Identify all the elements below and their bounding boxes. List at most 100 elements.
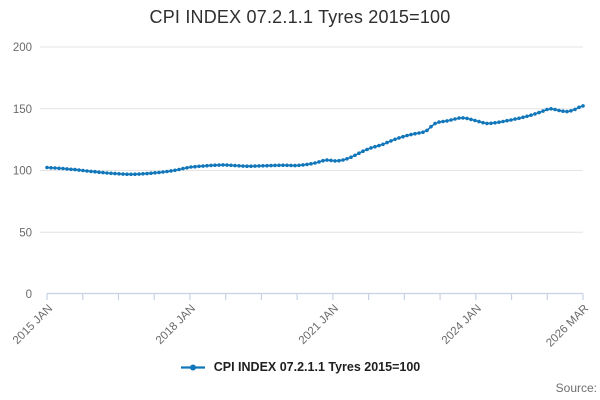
data-point xyxy=(553,107,557,112)
data-point xyxy=(541,109,545,113)
data-point xyxy=(417,131,421,135)
data-point xyxy=(561,109,565,113)
data-point xyxy=(221,163,225,167)
data-point xyxy=(581,104,585,108)
data-point xyxy=(325,158,329,162)
data-point xyxy=(389,139,393,143)
data-point xyxy=(397,136,401,140)
data-point xyxy=(341,158,345,162)
data-point xyxy=(201,164,205,168)
data-point xyxy=(273,163,277,168)
data-point xyxy=(173,168,177,173)
data-point xyxy=(461,116,465,120)
data-point xyxy=(57,166,61,171)
data-point xyxy=(225,163,229,167)
x-tick-label: 2024 JAN xyxy=(440,303,484,347)
x-tick-label: 2021 JAN xyxy=(297,303,341,347)
data-point xyxy=(133,172,137,176)
data-point xyxy=(245,164,249,168)
data-point xyxy=(45,165,49,170)
data-point xyxy=(401,134,405,139)
data-point xyxy=(237,164,241,168)
data-point xyxy=(213,163,217,167)
data-point xyxy=(145,171,149,176)
data-point xyxy=(513,117,517,121)
data-point xyxy=(101,170,105,175)
data-point xyxy=(105,171,109,175)
data-point xyxy=(305,162,309,167)
data-point xyxy=(117,172,121,176)
data-point xyxy=(77,168,81,172)
data-point xyxy=(209,163,213,168)
data-point xyxy=(81,168,85,173)
data-point xyxy=(149,171,153,175)
data-point xyxy=(413,131,417,136)
data-point xyxy=(113,171,117,176)
data-point xyxy=(185,166,189,170)
x-tick-label: 2026 MAR xyxy=(544,303,591,350)
data-point xyxy=(377,143,381,148)
data-point xyxy=(181,166,185,171)
data-point xyxy=(449,118,453,122)
data-point xyxy=(493,121,497,125)
data-point xyxy=(557,108,561,113)
data-point xyxy=(409,132,413,137)
legend-label: CPI INDEX 07.2.1.1 Tyres 2015=100 xyxy=(213,360,421,374)
data-point xyxy=(509,118,513,122)
data-point xyxy=(465,116,469,121)
data-point xyxy=(285,163,289,168)
data-point xyxy=(549,107,553,111)
data-point xyxy=(345,157,349,161)
data-point xyxy=(421,130,425,134)
chart-title: CPI INDEX 07.2.1.1 Tyres 2015=100 xyxy=(149,7,451,27)
data-point xyxy=(205,163,209,168)
data-point xyxy=(93,169,97,174)
data-point xyxy=(317,160,321,164)
data-point xyxy=(545,107,549,112)
data-point xyxy=(537,110,541,115)
data-point xyxy=(249,164,253,168)
data-point xyxy=(429,124,433,129)
data-point xyxy=(437,120,441,124)
data-point xyxy=(301,163,305,167)
data-point xyxy=(177,167,181,172)
data-point xyxy=(497,120,501,124)
y-tick-label: 0 xyxy=(26,289,32,301)
data-point xyxy=(197,164,201,169)
data-point xyxy=(477,119,481,124)
data-point xyxy=(369,146,373,150)
data-point xyxy=(569,109,573,113)
data-point xyxy=(333,159,337,163)
data-point xyxy=(257,164,261,168)
data-point xyxy=(405,133,409,138)
data-point xyxy=(577,105,581,110)
data-point xyxy=(73,167,77,172)
data-point xyxy=(193,164,197,169)
data-point xyxy=(433,121,437,126)
data-point xyxy=(217,163,221,167)
data-point xyxy=(261,164,265,168)
data-point xyxy=(521,115,525,120)
data-point xyxy=(49,166,53,170)
legend: CPI INDEX 07.2.1.1 Tyres 2015=100 xyxy=(0,360,600,374)
data-point xyxy=(229,163,233,168)
y-tick-label: 50 xyxy=(19,227,32,239)
data-point xyxy=(65,167,69,171)
data-point xyxy=(161,170,165,174)
data-point xyxy=(365,147,369,152)
data-point xyxy=(329,158,333,163)
data-point xyxy=(109,171,113,176)
data-point xyxy=(425,128,429,133)
y-tick-label: 150 xyxy=(13,104,32,116)
source-label: Source: xyxy=(555,381,597,395)
data-point xyxy=(125,172,129,176)
data-point xyxy=(281,163,285,167)
data-point xyxy=(573,107,577,112)
data-point xyxy=(501,119,505,124)
y-tick-label: 100 xyxy=(13,166,32,178)
data-point xyxy=(289,163,293,168)
data-point xyxy=(129,172,133,177)
data-point xyxy=(97,170,101,174)
